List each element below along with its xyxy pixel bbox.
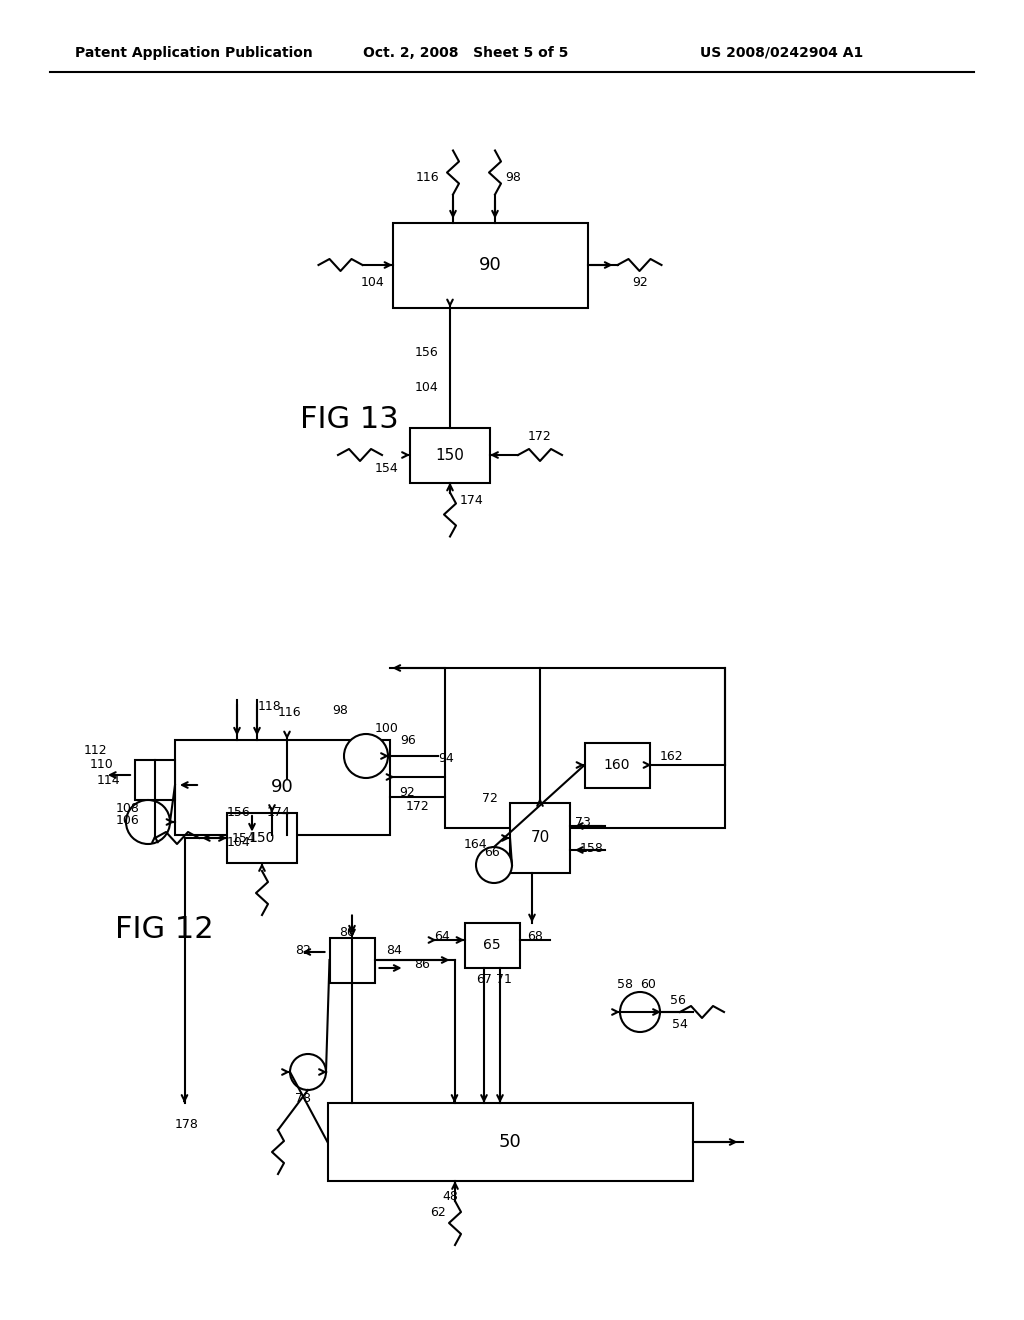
Text: 60: 60	[640, 978, 656, 990]
Text: 156: 156	[226, 807, 250, 820]
Text: 92: 92	[399, 785, 416, 799]
Text: 62: 62	[430, 1206, 445, 1220]
Text: 50: 50	[499, 1133, 521, 1151]
Text: 48: 48	[442, 1189, 458, 1203]
Bar	[585, 742, 649, 788]
Text: 162: 162	[659, 751, 683, 763]
Text: 112: 112	[84, 743, 108, 756]
Bar	[330, 937, 375, 982]
Text: 116: 116	[278, 706, 302, 719]
Text: 94: 94	[438, 751, 454, 764]
Text: 172: 172	[528, 430, 552, 444]
Text: 108: 108	[116, 801, 140, 814]
Text: 106: 106	[116, 814, 139, 828]
Text: 58: 58	[617, 978, 633, 990]
Text: 66: 66	[484, 846, 500, 859]
Text: 71: 71	[496, 973, 512, 986]
Text: US 2008/0242904 A1: US 2008/0242904 A1	[700, 46, 863, 59]
Text: 154: 154	[375, 462, 398, 475]
Text: 92: 92	[633, 276, 648, 289]
Text: 178: 178	[175, 1118, 199, 1131]
Text: 104: 104	[360, 276, 384, 289]
Text: 98: 98	[332, 705, 348, 718]
Circle shape	[344, 734, 388, 777]
Text: 80: 80	[339, 925, 355, 939]
Text: 104: 104	[226, 837, 250, 850]
Text: 65: 65	[483, 939, 501, 952]
Text: Oct. 2, 2008   Sheet 5 of 5: Oct. 2, 2008 Sheet 5 of 5	[362, 46, 568, 59]
Text: 164: 164	[464, 838, 487, 851]
Text: 160: 160	[604, 758, 630, 772]
Bar	[174, 739, 389, 834]
Text: 67: 67	[476, 973, 492, 986]
Text: 150: 150	[435, 447, 465, 462]
Text: 100: 100	[375, 722, 399, 734]
Bar	[328, 1104, 692, 1181]
Circle shape	[620, 993, 660, 1032]
Bar	[410, 428, 490, 483]
Text: 118: 118	[258, 701, 282, 714]
Text: 86: 86	[415, 958, 430, 972]
Text: 70: 70	[530, 830, 550, 846]
Bar	[445, 668, 725, 828]
Text: 158: 158	[580, 842, 604, 854]
Text: 56: 56	[670, 994, 686, 1006]
Text: 114: 114	[97, 774, 121, 787]
Text: 82: 82	[296, 944, 311, 957]
Text: FIG 12: FIG 12	[115, 916, 214, 945]
Text: 96: 96	[400, 734, 416, 747]
Circle shape	[126, 800, 170, 843]
Bar	[510, 803, 570, 873]
Text: FIG 13: FIG 13	[300, 405, 398, 434]
Circle shape	[290, 1053, 326, 1090]
Text: 116: 116	[416, 172, 439, 183]
Text: 172: 172	[406, 800, 429, 813]
Bar	[227, 813, 297, 863]
Bar	[135, 760, 175, 800]
Bar	[392, 223, 588, 308]
Text: 154: 154	[232, 833, 256, 846]
Text: 72: 72	[482, 792, 498, 804]
Text: 174: 174	[460, 494, 483, 507]
Text: 78: 78	[295, 1092, 311, 1105]
Text: 104: 104	[415, 381, 438, 393]
Circle shape	[476, 847, 512, 883]
Text: 90: 90	[270, 777, 293, 796]
Text: Patent Application Publication: Patent Application Publication	[75, 46, 312, 59]
Text: 150: 150	[249, 832, 275, 845]
Text: 54: 54	[672, 1018, 688, 1031]
Text: 174: 174	[267, 807, 291, 820]
Bar	[465, 923, 519, 968]
Text: 64: 64	[434, 931, 450, 944]
Text: 73: 73	[575, 817, 591, 829]
Text: 68: 68	[527, 931, 544, 944]
Text: 156: 156	[415, 346, 438, 359]
Text: 98: 98	[505, 172, 521, 183]
Text: 110: 110	[90, 759, 114, 771]
Text: 84: 84	[386, 944, 402, 957]
Text: 90: 90	[478, 256, 502, 275]
